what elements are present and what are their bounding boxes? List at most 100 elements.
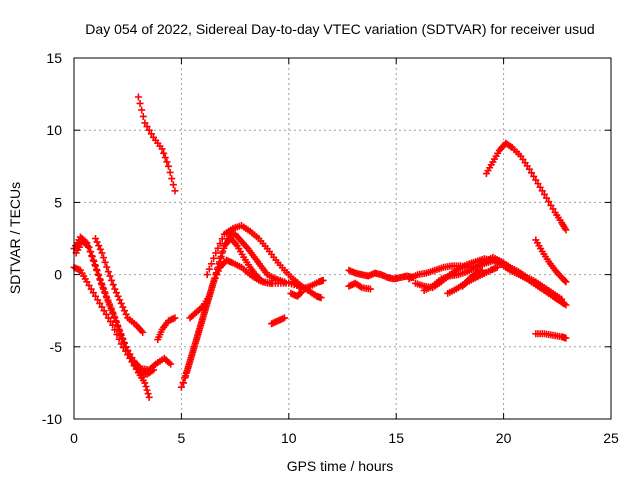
data-point xyxy=(540,190,548,198)
data-point xyxy=(177,383,185,391)
y-tick-label: -10 xyxy=(42,411,62,427)
data-point xyxy=(91,235,99,242)
data-point xyxy=(122,310,130,318)
data-point xyxy=(183,366,191,374)
data-point xyxy=(111,326,119,334)
data-point xyxy=(198,318,206,326)
series-track-9 xyxy=(182,235,276,380)
data-point xyxy=(297,289,305,297)
data-point xyxy=(549,205,557,213)
data-point xyxy=(113,331,121,339)
series-track-4 xyxy=(70,263,153,401)
data-point xyxy=(161,154,169,162)
data-point xyxy=(493,263,501,271)
y-tick-label: 15 xyxy=(46,50,62,66)
y-tick-label: 10 xyxy=(46,122,62,138)
data-point xyxy=(139,328,147,336)
data-point xyxy=(201,307,209,315)
data-point xyxy=(136,99,144,107)
data-point xyxy=(543,194,551,202)
data-point xyxy=(112,318,120,326)
data-point xyxy=(130,362,138,370)
data-point xyxy=(317,294,325,302)
data-point xyxy=(141,379,149,387)
data-point xyxy=(145,393,153,401)
series-track-22 xyxy=(482,139,570,234)
series-track-1 xyxy=(134,93,179,195)
data-point xyxy=(126,354,134,362)
data-point xyxy=(117,299,125,307)
series-track-15 xyxy=(345,266,417,283)
data-point xyxy=(561,277,569,285)
data-point xyxy=(83,278,91,286)
series-track-3 xyxy=(72,237,157,378)
series-track-18 xyxy=(405,256,568,307)
data-point xyxy=(106,272,114,280)
data-point xyxy=(196,323,204,331)
data-point xyxy=(188,350,196,358)
data-point xyxy=(109,310,117,318)
data-point xyxy=(558,295,566,303)
y-axis-label: SDTVAR / TECUs xyxy=(7,182,23,294)
data-point xyxy=(168,175,176,183)
data-point xyxy=(166,168,174,176)
data-point xyxy=(96,299,104,307)
data-point xyxy=(545,198,553,206)
series-track-5 xyxy=(91,235,147,336)
data-point xyxy=(109,281,117,289)
data-point xyxy=(560,299,568,307)
data-point xyxy=(209,280,217,288)
data-point xyxy=(366,285,374,293)
data-point xyxy=(109,321,117,329)
series-track-13 xyxy=(289,276,327,293)
data-point xyxy=(119,303,127,311)
data-point xyxy=(525,165,533,173)
data-point xyxy=(103,263,111,271)
data-point xyxy=(98,303,106,311)
axis-ticks: 0 5 10 15 20 25 -10 -5 0 5 10 15 xyxy=(42,50,619,446)
data-point xyxy=(87,248,95,256)
data-point xyxy=(106,302,114,310)
data-point xyxy=(149,366,157,374)
x-tick-label: 10 xyxy=(281,430,297,446)
data-point xyxy=(98,249,106,257)
data-point xyxy=(101,258,109,266)
data-point xyxy=(96,276,104,284)
x-tick-label: 20 xyxy=(496,430,512,446)
data-points xyxy=(70,93,570,401)
data-point xyxy=(169,181,177,189)
data-point xyxy=(207,260,215,268)
x-axis-label: GPS time / hours xyxy=(287,458,394,474)
data-point xyxy=(120,307,128,315)
data-point xyxy=(205,292,213,300)
data-point xyxy=(104,314,112,322)
data-point xyxy=(116,327,124,335)
data-point xyxy=(116,296,124,304)
data-point xyxy=(139,112,147,120)
data-point xyxy=(108,276,116,284)
data-point xyxy=(111,314,119,322)
y-tick-label: 0 xyxy=(54,267,62,283)
data-point xyxy=(100,254,108,262)
data-point xyxy=(91,292,99,300)
data-point xyxy=(117,340,125,348)
data-point xyxy=(319,276,327,284)
data-point xyxy=(165,162,173,170)
data-point xyxy=(87,285,95,293)
data-point xyxy=(562,226,570,234)
data-point xyxy=(119,344,127,352)
data-point xyxy=(91,262,99,270)
data-point xyxy=(93,238,101,246)
data-point xyxy=(193,334,201,342)
data-point xyxy=(203,271,211,279)
data-point xyxy=(111,285,119,293)
data-point xyxy=(171,314,179,322)
x-tick-label: 15 xyxy=(388,430,404,446)
series-track-23 xyxy=(532,236,570,286)
data-point xyxy=(89,289,97,297)
data-point xyxy=(85,243,93,251)
x-tick-label: 0 xyxy=(70,430,78,446)
data-point xyxy=(191,339,199,347)
data-point xyxy=(104,268,112,276)
data-point xyxy=(562,278,570,286)
